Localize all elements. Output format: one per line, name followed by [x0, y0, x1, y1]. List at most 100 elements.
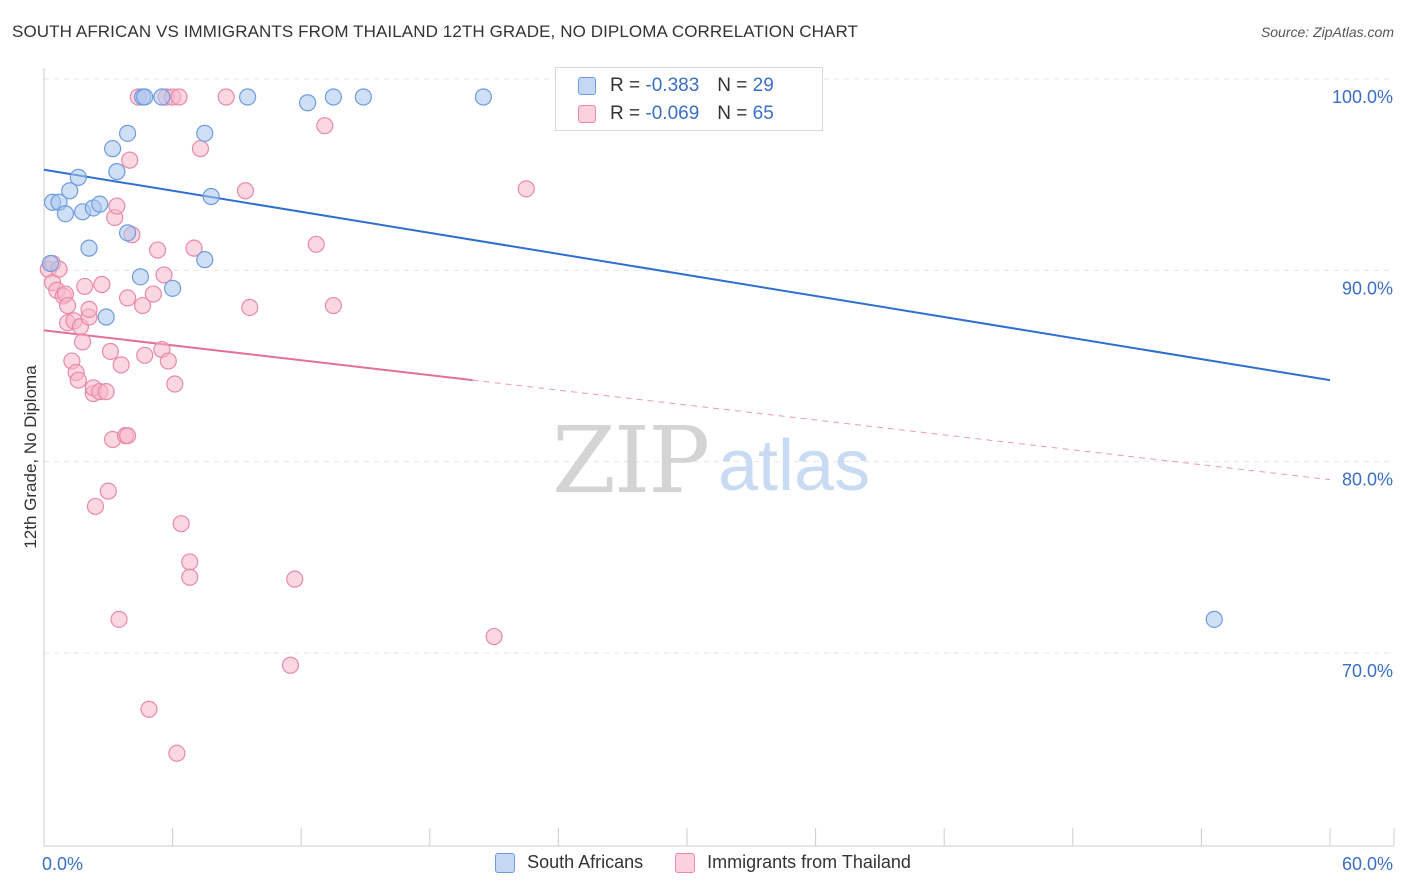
- point-thailand: [307, 235, 325, 253]
- trend-line-1: [43, 329, 473, 382]
- n-label: N =: [717, 75, 748, 96]
- points-layer: [39, 88, 1223, 762]
- point-thailand: [133, 296, 152, 315]
- stats-legend: R = -0.383 N = 29 R = -0.069 N = 65: [555, 67, 823, 131]
- point-thailand: [97, 383, 115, 401]
- source-label: Source: ZipAtlas.com: [1260, 24, 1394, 40]
- point-thailand: [118, 427, 137, 445]
- point-thailand: [241, 298, 259, 317]
- point-south-african: [354, 88, 372, 106]
- legend-swatch-blue: [495, 852, 516, 873]
- point-thailand: [121, 151, 139, 169]
- watermark-zip: ZIP: [552, 407, 708, 514]
- point-thailand: [172, 515, 190, 533]
- r-label: R =: [610, 103, 641, 124]
- point-thailand: [217, 88, 235, 106]
- point-south-african: [61, 182, 79, 200]
- trend-line-dashed-1: [472, 379, 1331, 481]
- stats-row-south-africans: R = -0.383 N = 29: [578, 72, 774, 100]
- point-south-african: [202, 187, 220, 206]
- legend-swatch-pink: [675, 852, 696, 873]
- point-thailand: [155, 266, 173, 284]
- point-thailand: [69, 371, 87, 389]
- point-thailand: [80, 300, 98, 318]
- point-thailand: [181, 553, 199, 571]
- legend-swatch-pink: [578, 105, 596, 123]
- trend-line-0: [43, 168, 1331, 382]
- point-thailand: [110, 610, 128, 628]
- point-south-african: [108, 163, 126, 181]
- point-south-african: [118, 224, 137, 242]
- point-thailand: [485, 627, 503, 646]
- point-thailand: [166, 375, 184, 393]
- point-south-african: [103, 140, 122, 158]
- legend-swatch-blue: [578, 77, 596, 95]
- point-south-african: [41, 254, 60, 273]
- point-thailand: [316, 117, 334, 135]
- point-thailand: [517, 180, 535, 198]
- point-thailand: [76, 277, 94, 296]
- n-label: N =: [717, 103, 748, 124]
- n-value: 65: [752, 103, 774, 124]
- point-south-african: [131, 268, 150, 286]
- x-tick-label: 60.0%: [1342, 854, 1393, 874]
- r-value: -0.383: [645, 75, 700, 96]
- legend-item-thailand[interactable]: Immigrants from Thailand: [675, 852, 911, 873]
- axis-layer: [43, 68, 1394, 847]
- point-south-african: [118, 124, 137, 142]
- point-thailand: [73, 333, 92, 351]
- point-thailand: [99, 482, 117, 500]
- y-tick-label: 100.0%: [1332, 87, 1393, 107]
- point-thailand: [185, 239, 203, 257]
- legend-item-south-africans[interactable]: South Africans: [495, 852, 643, 873]
- point-thailand: [101, 342, 120, 361]
- point-thailand: [324, 296, 342, 315]
- point-south-african: [56, 205, 75, 223]
- point-thailand: [281, 656, 300, 674]
- watermark-atlas: atlas: [718, 426, 870, 506]
- r-value: -0.069: [645, 103, 700, 124]
- r-label: R =: [610, 75, 641, 96]
- point-south-african: [239, 88, 257, 106]
- legend-label: South Africans: [527, 852, 644, 872]
- point-south-african: [474, 88, 492, 106]
- point-south-african: [97, 308, 115, 326]
- y-tick-label: 90.0%: [1342, 278, 1393, 298]
- point-thailand: [286, 570, 304, 588]
- watermark: ZIP atlas: [552, 407, 870, 514]
- point-south-african: [324, 88, 342, 106]
- legend-label: Immigrants from Thailand: [707, 852, 911, 872]
- point-thailand: [108, 197, 126, 215]
- point-south-african: [196, 124, 214, 142]
- point-south-african: [80, 239, 98, 257]
- point-south-african: [91, 195, 109, 213]
- point-thailand: [140, 700, 158, 718]
- y-axis-title: 12th Grade, No Diploma: [21, 365, 40, 549]
- point-thailand: [170, 88, 188, 106]
- trend-layer: [43, 168, 1331, 481]
- point-south-african: [164, 279, 182, 297]
- point-thailand: [136, 346, 154, 364]
- x-tick-label: 0.0%: [42, 854, 83, 874]
- label-layer: 100.0% 90.0% 80.0% 70.0% 0.0% 60.0%: [42, 87, 1393, 874]
- point-south-african: [69, 168, 87, 186]
- point-thailand: [112, 356, 130, 374]
- point-thailand: [118, 289, 137, 307]
- point-thailand: [236, 182, 255, 200]
- y-tick-label: 70.0%: [1342, 661, 1393, 681]
- point-thailand: [168, 744, 186, 762]
- point-south-african: [1205, 610, 1223, 628]
- point-south-african: [136, 88, 154, 106]
- point-south-african: [153, 88, 171, 106]
- point-thailand: [58, 296, 77, 315]
- point-thailand: [181, 568, 199, 586]
- point-thailand: [159, 352, 177, 370]
- series-legend: South Africans Immigrants from Thailand: [0, 852, 1406, 873]
- point-thailand: [93, 275, 111, 294]
- y-tick-label: 80.0%: [1342, 470, 1393, 490]
- chart-title: SOUTH AFRICAN VS IMMIGRANTS FROM THAILAN…: [12, 22, 859, 41]
- point-thailand: [148, 241, 167, 259]
- n-value: 29: [752, 75, 774, 96]
- point-thailand: [86, 497, 105, 516]
